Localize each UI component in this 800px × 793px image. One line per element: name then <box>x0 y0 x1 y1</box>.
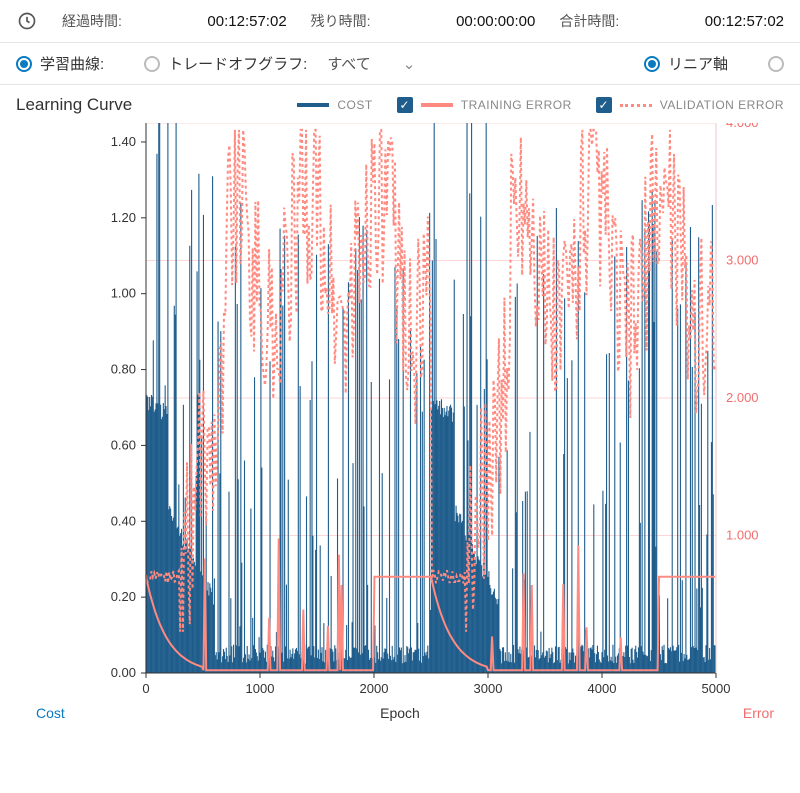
radio-label: トレードオフグラフ: <box>168 53 307 74</box>
dropdown-value: すべて <box>327 53 370 74</box>
radio-dot-icon <box>16 56 32 72</box>
radio-learning-curve[interactable]: 学習曲線: <box>16 53 104 74</box>
svg-text:3000: 3000 <box>474 681 503 696</box>
svg-text:1000: 1000 <box>246 681 275 696</box>
radio-linear-axis[interactable]: リニア軸 <box>644 53 728 74</box>
svg-text:0.80: 0.80 <box>111 362 136 377</box>
svg-text:1.40: 1.40 <box>111 134 136 149</box>
chevron-down-icon: ⌄ <box>403 55 416 73</box>
radio-dot-icon <box>644 56 660 72</box>
elapsed-label: 経過時間: <box>62 11 122 31</box>
radio-dot-icon <box>144 56 160 72</box>
plot-svg: 1.0002.0003.0004.0000.000.200.400.600.80… <box>16 123 784 723</box>
legend-label: TRAINING ERROR <box>461 98 572 112</box>
svg-text:1.00: 1.00 <box>111 286 136 301</box>
svg-text:0.00: 0.00 <box>111 665 136 680</box>
svg-text:5000: 5000 <box>702 681 731 696</box>
elapsed-value: 00:12:57:02 <box>207 13 286 30</box>
svg-text:2.000: 2.000 <box>726 390 759 405</box>
checkbox-icon: ✓ <box>397 97 413 113</box>
clock-icon <box>16 10 38 32</box>
training-swatch <box>421 103 453 107</box>
svg-text:4000: 4000 <box>588 681 617 696</box>
radio-dot-icon <box>768 56 784 72</box>
svg-text:1.20: 1.20 <box>111 210 136 225</box>
validation-swatch <box>620 104 652 107</box>
svg-text:0.40: 0.40 <box>111 513 136 528</box>
chart-canvas: 1.0002.0003.0004.0000.000.200.400.600.80… <box>16 123 784 723</box>
chart-area: Learning Curve COST ✓ TRAINING ERROR ✓ V… <box>0 85 800 723</box>
svg-text:2000: 2000 <box>360 681 389 696</box>
svg-text:4.000: 4.000 <box>726 123 759 130</box>
total-value: 00:12:57:02 <box>705 13 784 30</box>
chart-title: Learning Curve <box>16 95 132 115</box>
remaining-label: 残り時間: <box>311 11 371 31</box>
legend-training[interactable]: ✓ TRAINING ERROR <box>397 97 572 113</box>
svg-text:1.000: 1.000 <box>726 528 759 543</box>
radio-tradeoff[interactable]: トレードオフグラフ: <box>144 53 307 74</box>
remaining-value: 00:00:00:00 <box>456 13 535 30</box>
radio-alt-axis[interactable] <box>768 56 784 72</box>
error-axis-label: Error <box>743 705 774 721</box>
chart-header: Learning Curve COST ✓ TRAINING ERROR ✓ V… <box>16 95 784 115</box>
filter-dropdown[interactable]: すべて ⌄ <box>327 53 415 74</box>
legend-label: VALIDATION ERROR <box>660 98 784 112</box>
radio-label: 学習曲線: <box>40 53 104 74</box>
svg-text:0.60: 0.60 <box>111 437 136 452</box>
total-label: 合計時間: <box>559 11 619 31</box>
radio-label: リニア軸 <box>668 53 728 74</box>
epoch-axis-label: Epoch <box>380 705 420 721</box>
svg-text:3.000: 3.000 <box>726 253 759 268</box>
svg-text:0.20: 0.20 <box>111 589 136 604</box>
time-header: 経過時間: 00:12:57:02 残り時間: 00:00:00:00 合計時間… <box>0 0 800 43</box>
controls-row: 学習曲線: トレードオフグラフ: すべて ⌄ リニア軸 <box>0 43 800 85</box>
checkbox-icon: ✓ <box>596 97 612 113</box>
legend-validation[interactable]: ✓ VALIDATION ERROR <box>596 97 784 113</box>
cost-swatch <box>297 103 329 107</box>
cost-axis-label: Cost <box>36 705 65 721</box>
legend-cost: COST <box>297 98 372 112</box>
legend-label: COST <box>337 98 372 112</box>
svg-text:0: 0 <box>142 681 149 696</box>
